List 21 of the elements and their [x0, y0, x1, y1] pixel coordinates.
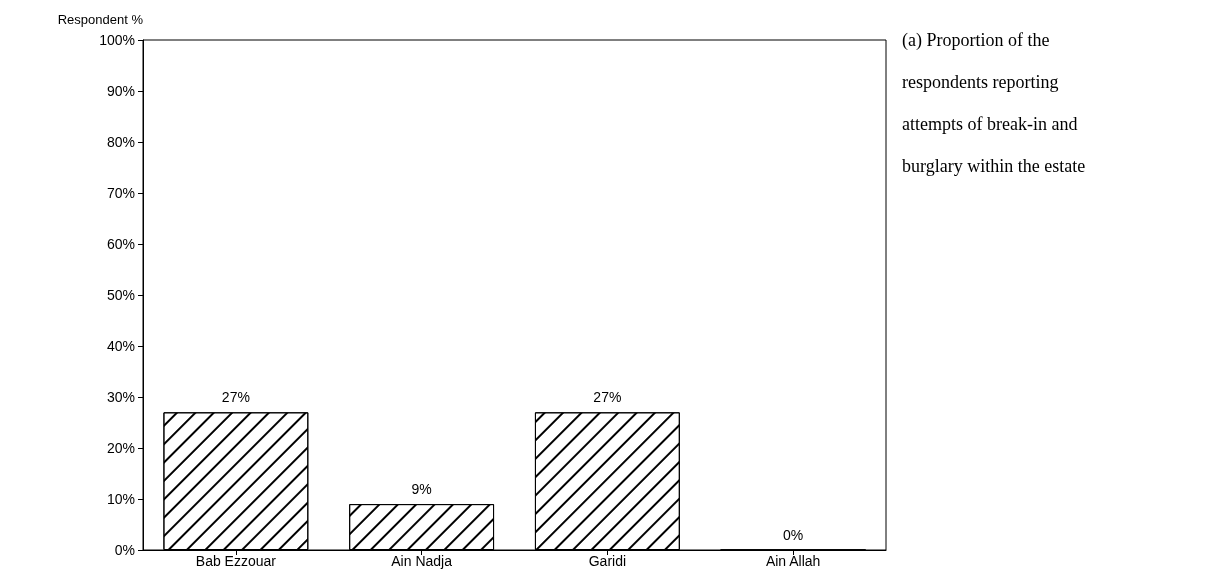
y-tick-label: 50%	[106, 287, 135, 303]
chart-title: (a) Proportion of the respondents reporting attempts of break-in and burglary within the estate	[902, 30, 1086, 176]
data-label: 27%	[593, 389, 622, 406]
x-tick-label: Ain Nadja	[391, 553, 453, 569]
y-tick-label: 60%	[106, 236, 135, 252]
y-tick-label: 80%	[106, 134, 135, 150]
y-axis-title: Respondent %	[57, 12, 144, 27]
data-label: 0%	[783, 526, 804, 543]
x-tick-label: Ain Allah	[765, 553, 821, 569]
data-label: 27%	[221, 389, 250, 406]
y-tick-label: 30%	[106, 389, 135, 405]
data-label: 9%	[411, 481, 432, 498]
y-tick-label: 20%	[106, 440, 135, 456]
y-tick-label: 0%	[114, 542, 135, 558]
x-tick-label: Bab Ezzouar	[195, 553, 277, 569]
y-tick-label: 90%	[106, 83, 135, 99]
y-tick-label: 70%	[106, 185, 135, 201]
y-tick-label: 10%	[106, 491, 135, 507]
y-tick-label: 40%	[106, 338, 135, 354]
x-tick-label: Garidi	[588, 553, 627, 569]
y-tick-label: 100%	[99, 32, 135, 48]
